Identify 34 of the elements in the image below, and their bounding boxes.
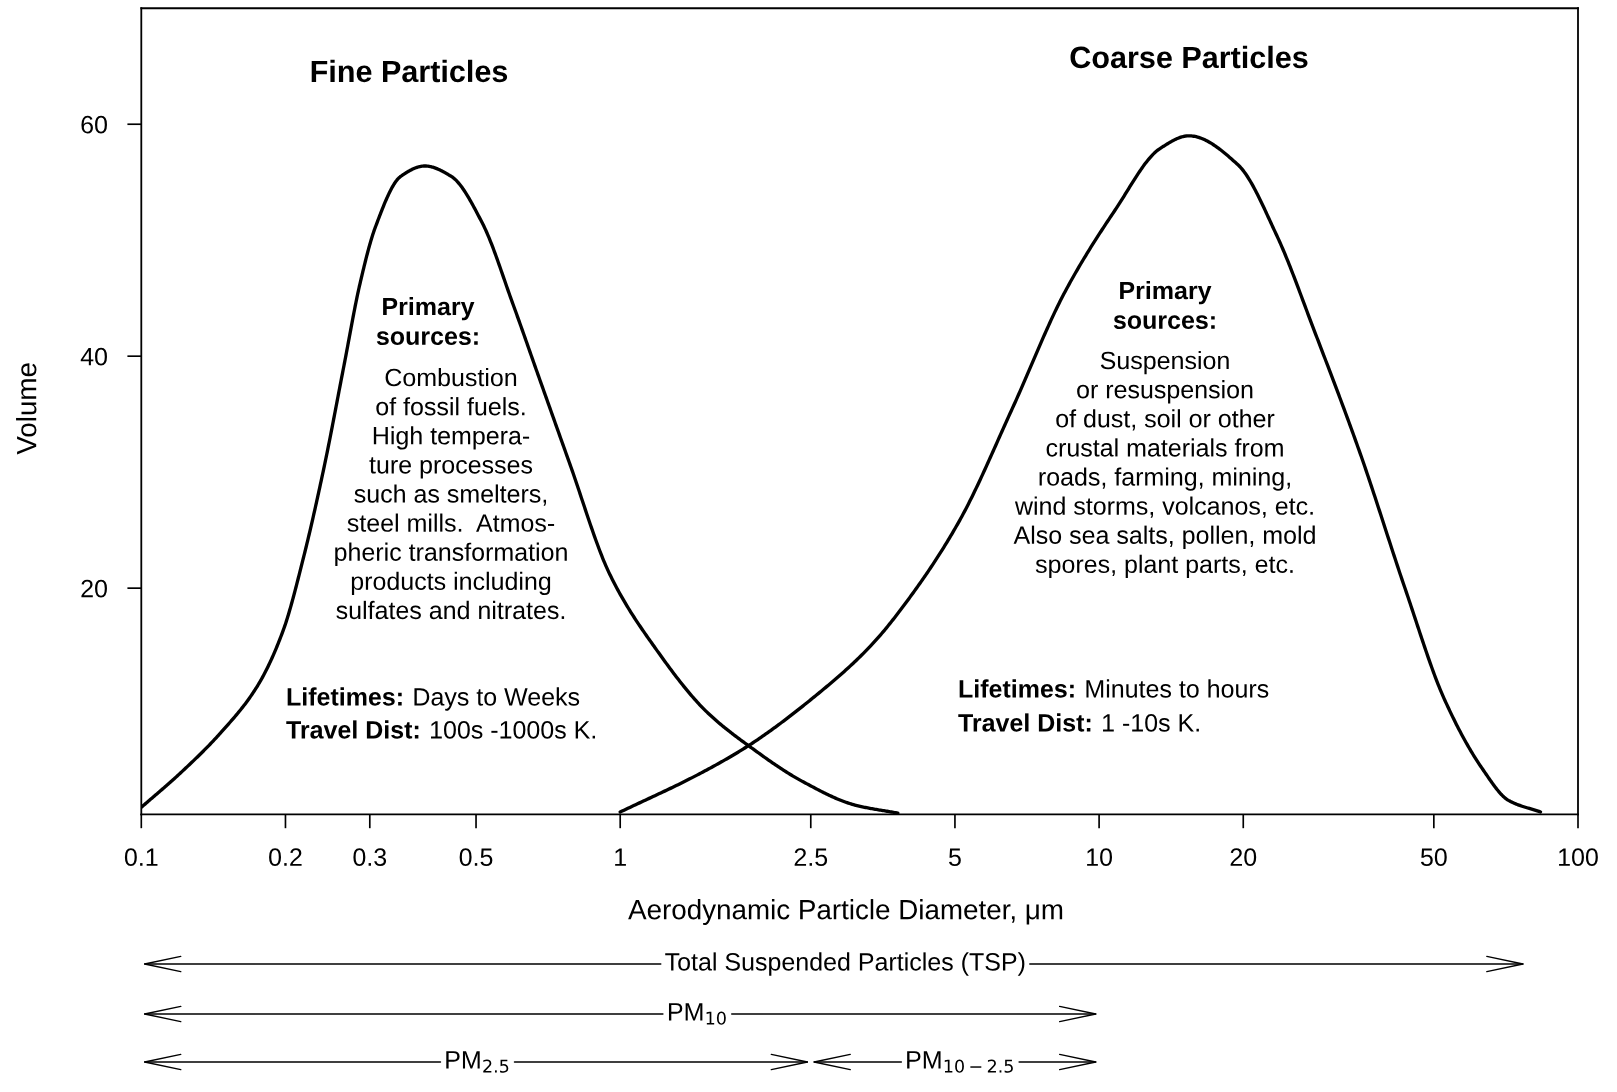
y-axis-title: Volume [16,363,37,455]
annotation: Suspension or resuspension of dust, soil or other crustal materials from roads, farming, mining, wind storms, volcanos, etc. Also sea salts, pollen, mold spores, plant parts, etc. [1013,351,1315,579]
x-tick-label: 0.5 [459,848,493,866]
x-tick-label: 20 [1230,848,1257,866]
annotation: Minutes to hours [1086,679,1269,698]
y-tick-label: 40 [80,347,107,366]
text: PM$_{10}$ [668,1003,726,1025]
annotation: Primary sources: [1113,281,1215,330]
annotation: Fine Particles [311,59,508,83]
annotation: Lifetimes: [959,679,1074,698]
x-axis-title: Aerodynamic Particle Diameter, μm [628,899,1063,925]
y-tick-label: 20 [81,579,107,598]
x-tick-label: 2.5 [794,848,828,866]
x-tick-label: 5 [948,848,961,866]
x-tick-label: 50 [1420,848,1447,866]
annotation: 1 -10s K. [1103,714,1199,732]
annotation: Travel Dist: [286,720,419,739]
text: PM$_{2.5}$ [446,1051,509,1073]
annotation: Primary sources: [376,297,478,346]
annotation: Lifetimes: [287,687,402,706]
y-tick-label: 60 [81,115,107,134]
text: PM$_{10−2.5}$ [907,1051,1013,1073]
text: Total Suspended Particles (TSP) [665,952,1025,976]
x-tick-label: 0.3 [353,848,387,866]
x-tick-label: 10 [1087,848,1113,866]
x-tick-label: 0.1 [124,848,158,866]
annotation: Travel Dist: [958,713,1091,732]
text: Combustion of fossil fuels. High tempera- ture processes such as smelters, steel mills. Atmos- pheric transformation products including sulfates and nitrates. [335,368,567,620]
annotation: 100s -1000s K. [431,721,595,739]
x-tick-label: 1 [615,848,626,866]
annotation: Days to Weeks [414,687,580,711]
x-tick-label: 0.2 [269,848,302,866]
annotation: Coarse Particles [1070,45,1308,69]
x-tick-label: 100 [1559,848,1598,866]
